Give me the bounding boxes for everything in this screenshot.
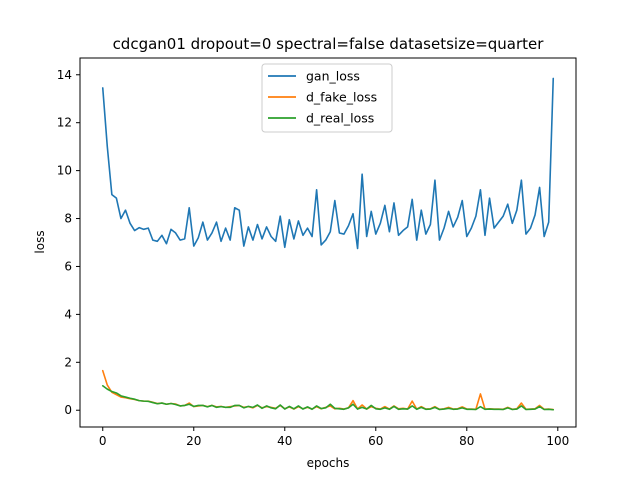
series-layer [101, 77, 555, 411]
legend-label-d-fake-loss: d_fake_loss [306, 90, 377, 105]
chart-title: cdcgan01 dropout=0 spectral=false datase… [113, 35, 545, 53]
legend-label-gan-loss: gan_loss [306, 69, 360, 84]
legend: gan_loss d_fake_loss d_real_loss [261, 63, 393, 133]
x-tick-label: 40 [277, 434, 292, 448]
x-tick-label: 100 [546, 434, 569, 448]
series-line-gan-loss [101, 77, 555, 250]
y-tick-label: 12 [57, 116, 72, 130]
y-tick-label: 10 [57, 164, 72, 178]
axes-frame [79, 57, 577, 428]
y-axis-ticks: 0 2 4 6 8 10 12 14 [57, 68, 80, 417]
legend-label-d-real-loss: d_real_loss [306, 111, 374, 126]
x-tick-label: 80 [459, 434, 474, 448]
x-axis-label: epochs [307, 456, 350, 470]
x-tick-label: 60 [368, 434, 383, 448]
y-axis-label: loss [33, 230, 47, 253]
x-tick-label: 20 [186, 434, 201, 448]
series-line-d-real-loss [101, 384, 555, 411]
y-tick-label: 6 [64, 259, 72, 273]
y-tick-label: 0 [64, 403, 72, 417]
y-tick-label: 2 [64, 355, 72, 369]
y-tick-label: 14 [57, 68, 72, 82]
y-tick-label: 4 [64, 307, 72, 321]
y-tick-label: 8 [64, 212, 72, 226]
plot-area [79, 57, 577, 428]
x-axis-ticks: 0 20 40 60 80 100 [99, 427, 569, 448]
x-tick-label: 0 [99, 434, 107, 448]
legend-box [261, 63, 393, 133]
